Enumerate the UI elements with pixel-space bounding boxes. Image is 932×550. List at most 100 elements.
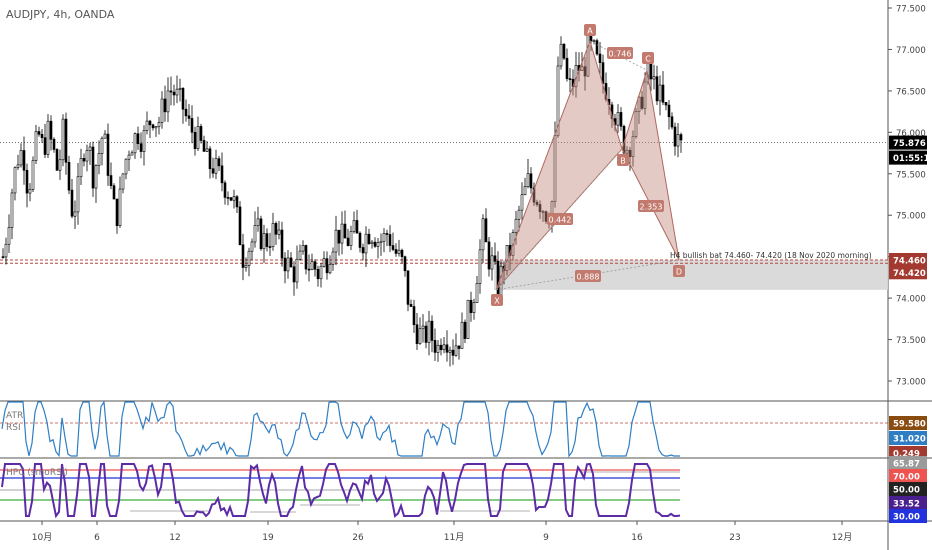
time-tick-label: 11月	[444, 532, 464, 543]
bat-pattern: X A B C D 0.442 0.746 2.353 0.888	[491, 24, 685, 306]
candle-body	[115, 198, 119, 226]
candle-body	[232, 196, 236, 201]
candle-body	[382, 233, 386, 242]
candle-body	[628, 149, 632, 157]
candle-body	[73, 211, 77, 217]
candle-body	[190, 118, 194, 133]
time-tick-label: 26	[352, 533, 364, 543]
candle-body	[349, 231, 353, 246]
candle-body	[103, 133, 107, 139]
candle-body	[304, 245, 308, 270]
candle-body	[679, 134, 683, 141]
candle-body	[178, 87, 182, 90]
candle-body	[391, 245, 395, 250]
level-b-tag-bg	[889, 265, 927, 280]
candle-body	[34, 131, 38, 161]
candle-body	[457, 345, 461, 349]
candle-body	[298, 250, 302, 260]
candle-body	[562, 43, 566, 59]
ratio-xd-label-bg	[575, 270, 601, 282]
candle-body	[541, 211, 545, 213]
candle-body	[313, 261, 317, 270]
candle-body	[319, 265, 323, 280]
candle-body	[418, 328, 422, 344]
time-tick-label: 19	[262, 533, 274, 543]
candle-body	[346, 237, 350, 246]
candle-body	[76, 176, 80, 213]
price-tick-label: 74.000	[896, 295, 926, 305]
candle-body	[328, 264, 332, 274]
candle-body	[592, 40, 596, 42]
symbol-title[interactable]: AUDJPY, 4h, OANDA	[6, 8, 115, 21]
price-axis[interactable]: 77.50077.00076.50076.00075.50075.00074.5…	[888, 5, 932, 524]
candle-body	[589, 35, 593, 42]
candle-body	[661, 84, 665, 103]
candle-body	[484, 218, 488, 243]
indicator-panels	[0, 400, 888, 519]
candle-body	[676, 134, 680, 147]
candle-body	[667, 104, 671, 118]
hpc-value-3-tag: 50.00	[893, 486, 920, 496]
candle-body	[400, 249, 404, 257]
candle-body	[13, 167, 17, 194]
candle-body	[172, 91, 176, 96]
ratio-bc-label: 0.746	[609, 50, 632, 59]
ratio-ab-label: 0.442	[549, 216, 572, 225]
candle-body	[559, 43, 563, 67]
candle-body	[424, 325, 428, 343]
candle-body	[241, 244, 245, 268]
candle-body	[181, 87, 185, 110]
candle-body	[40, 133, 44, 138]
candle-body	[412, 306, 416, 326]
price-tick-label: 77.500	[896, 5, 926, 15]
level-a-tag-bg	[889, 252, 927, 267]
candle-body	[652, 76, 656, 80]
candle-body	[169, 90, 173, 93]
hpc-value-5-tag: 30.00	[893, 513, 920, 523]
candle-body	[37, 131, 41, 135]
candle-body	[106, 133, 110, 176]
hpc-value-2-tag: 70.00	[893, 473, 920, 483]
candle-body	[334, 229, 338, 253]
candle-body	[259, 218, 263, 250]
candle-body	[475, 283, 479, 303]
candle-body	[361, 247, 365, 254]
candle-body	[109, 175, 113, 187]
candle-body	[379, 240, 383, 243]
candle-body	[118, 188, 122, 226]
candle-body	[133, 133, 137, 154]
candle-body	[148, 120, 152, 126]
ratio-cd-label-bg	[638, 200, 664, 212]
candle-body	[673, 126, 677, 147]
candle-body	[352, 220, 356, 232]
time-tick-label: 6	[94, 533, 100, 543]
candle-body	[526, 173, 530, 187]
hpc-value-4-tag-bg	[889, 496, 927, 510]
candle-body	[481, 218, 485, 251]
point-a-label-bg	[584, 24, 596, 36]
candle-body	[463, 321, 467, 339]
candle-body	[496, 261, 500, 300]
candle-body	[421, 325, 425, 330]
candle-body	[478, 249, 482, 284]
candle-body	[640, 96, 644, 109]
candle-body	[250, 241, 254, 252]
candle-body	[523, 186, 527, 196]
candle-body	[220, 165, 224, 184]
level-b-tag: 74.420	[893, 269, 926, 279]
countdown-tag-bg	[889, 150, 927, 165]
atr-value-tag-bg	[889, 416, 927, 430]
candle-body	[256, 218, 260, 226]
candle-body	[4, 243, 8, 258]
candle-body	[664, 102, 668, 106]
candle-body	[70, 189, 74, 217]
candle-body	[535, 201, 539, 205]
price-tick-label: 76.000	[896, 129, 926, 139]
hpc-legend: HPC (smoRSI)	[6, 468, 68, 478]
time-axis[interactable]: 10月 6 12 19 26 11月 9 16 23 12月	[32, 521, 852, 543]
candle-body	[619, 112, 623, 127]
candle-body	[217, 158, 221, 167]
candle-body	[151, 124, 155, 129]
candle-body	[271, 223, 275, 247]
